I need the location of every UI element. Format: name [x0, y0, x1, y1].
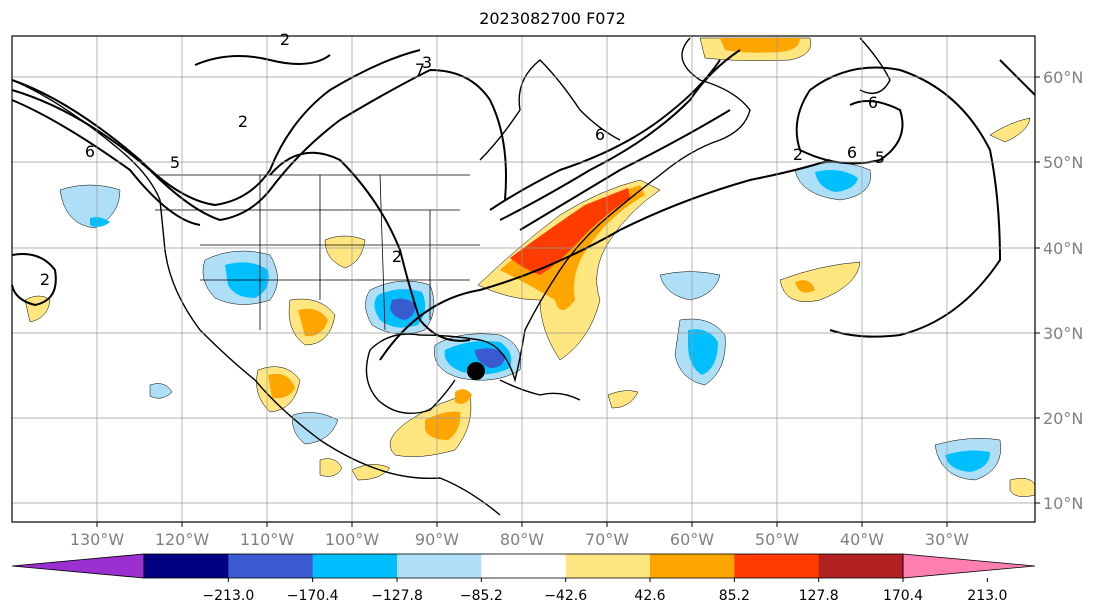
map-frame — [11, 35, 1036, 523]
colorbar-bin — [312, 554, 398, 578]
lon-tick-label: 120°W — [155, 530, 210, 549]
colorbar-outline — [143, 553, 904, 579]
contour-label: 6 — [847, 143, 857, 162]
contour-label: 2 — [392, 247, 402, 266]
lon-tick-label: 70°W — [585, 530, 629, 549]
colorbar-bin — [397, 554, 482, 578]
colorbar-bin — [818, 554, 904, 578]
colorbar-bin — [565, 554, 651, 578]
colorbar — [11, 553, 1036, 579]
lon-tick-label: 110°W — [240, 530, 295, 549]
lon-tick-label: 40°W — [840, 530, 884, 549]
state-borders — [155, 174, 480, 331]
contour-label: 2 — [40, 270, 50, 289]
contour-label: 7 — [415, 60, 425, 79]
lat-tick-label: 40°N — [1043, 239, 1083, 258]
colorbar-tick-label: 127.8 — [799, 588, 839, 604]
contour-label: 6 — [868, 93, 878, 112]
latitude-ticks: 60°N 50°N 40°N 30°N 20°N 10°N — [1035, 68, 1083, 513]
lon-tick-label: 90°W — [415, 530, 459, 549]
colorbar-tick-label: 170.4 — [883, 588, 923, 604]
longitude-ticks: 130°W 120°W 110°W 100°W 90°W 80°W 70°W 60°W 50°W… — [70, 522, 969, 549]
contour-label: 5 — [875, 148, 885, 167]
colorbar-bin — [734, 554, 820, 578]
colorbar-tick-label: −170.4 — [287, 588, 339, 604]
colorbar-tick-label: 213.0 — [967, 588, 1007, 604]
lon-tick-label: 50°W — [755, 530, 799, 549]
contour-label: 6 — [595, 125, 605, 144]
colorbar-tick-label: 85.2 — [719, 588, 750, 604]
shaded-anomalies — [24, 37, 1036, 497]
lon-tick-label: 80°W — [500, 530, 544, 549]
colorbar-bin — [481, 554, 567, 578]
colorbar-tick-label: −85.2 — [460, 588, 503, 604]
lon-tick-label: 60°W — [670, 530, 714, 549]
lon-tick-label: 100°W — [325, 530, 380, 549]
contour-label: 2 — [793, 145, 803, 164]
map-title: 2023082700 F072 — [479, 9, 626, 28]
gridlines — [12, 36, 1035, 522]
coastlines — [11, 37, 891, 516]
lat-tick-label: 10°N — [1043, 494, 1083, 513]
colorbar-extend-high — [902, 553, 1036, 579]
colorbar-ticks: −213.0 −170.4 −127.8 −85.2 −42.6 42.6 85.2 127.… — [202, 578, 1007, 604]
lon-tick-label: 30°W — [925, 530, 969, 549]
contour-label: 6 — [85, 142, 95, 161]
colorbar-tick-label: 42.6 — [634, 588, 665, 604]
colorbar-bin — [650, 554, 735, 578]
colorbar-bin — [228, 554, 314, 578]
colorbar-tick-label: −213.0 — [202, 588, 254, 604]
colorbar-extend-low — [11, 553, 145, 579]
lat-tick-label: 20°N — [1043, 409, 1083, 428]
contour-label: 2 — [280, 30, 290, 49]
colorbar-tick-label: −42.6 — [544, 588, 587, 604]
colorbar-bin — [144, 554, 229, 578]
lat-tick-label: 60°N — [1043, 68, 1083, 87]
lat-tick-label: 50°N — [1043, 153, 1083, 172]
lon-tick-label: 130°W — [70, 530, 125, 549]
contour-label: 3 — [422, 53, 432, 72]
storm-center-marker — [467, 362, 485, 380]
lat-tick-label: 30°N — [1043, 324, 1083, 343]
contour-label: 5 — [170, 153, 180, 172]
colorbar-tick-label: −127.8 — [371, 588, 423, 604]
contour-label: 2 — [238, 112, 248, 131]
